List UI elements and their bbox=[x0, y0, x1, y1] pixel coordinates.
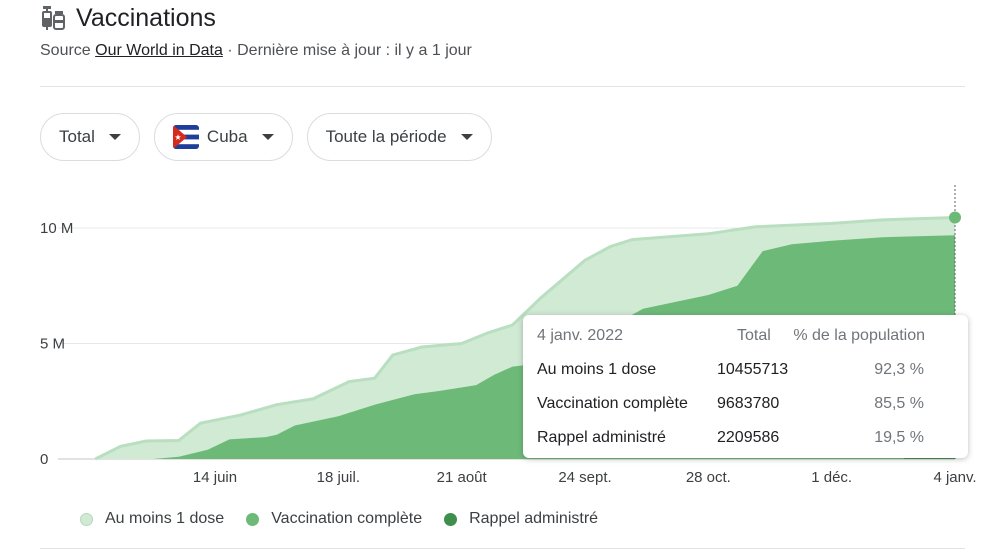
dropdown-arrow-icon bbox=[261, 134, 274, 140]
country-label: Cuba bbox=[206, 127, 248, 146]
legend-label: Vaccination complète bbox=[271, 510, 423, 527]
vaccine-icon bbox=[42, 6, 65, 30]
chart-legend: Au moins 1 dose Vaccination complète Rap… bbox=[80, 510, 598, 528]
dropdown-arrow-icon bbox=[108, 134, 121, 140]
x-tick-label: 28 oct. bbox=[686, 469, 731, 486]
chart-tooltip: 4 janv. 2022 Total % de la population Au… bbox=[523, 315, 968, 458]
metric-dropdown[interactable]: Total bbox=[40, 113, 140, 161]
hover-dot bbox=[949, 211, 961, 224]
legend-swatch bbox=[80, 512, 93, 526]
legend-item-booster[interactable]: Rappel administré bbox=[444, 510, 598, 528]
series-line-first-dose bbox=[94, 216, 956, 461]
tooltip-row-label: Vaccination complète bbox=[537, 395, 688, 412]
tooltip-row: Au moins 1 dose 10455713 92,3 % bbox=[537, 361, 954, 383]
x-tick-label: 1 déc. bbox=[811, 469, 852, 486]
tooltip-row: Rappel administré 2209586 19,5 % bbox=[537, 429, 954, 451]
tooltip-row-label: Rappel administré bbox=[537, 429, 666, 446]
source-prefix: Source bbox=[40, 42, 96, 59]
last-updated: · Dernière mise à jour : il y a 1 jour bbox=[222, 42, 472, 59]
tooltip-row-pct: 19,5 % bbox=[874, 429, 924, 446]
bottom-divider bbox=[40, 548, 965, 549]
y-tick-label: 5 M bbox=[40, 336, 65, 353]
period-label: Toute la période bbox=[325, 127, 447, 146]
x-tick-label: 24 sept. bbox=[558, 469, 611, 486]
period-dropdown[interactable]: Toute la période bbox=[306, 113, 492, 161]
x-tick-label: 4 janv. bbox=[933, 469, 976, 486]
tooltip-col-total: Total bbox=[737, 327, 771, 344]
page-title: Vaccinations bbox=[76, 3, 216, 32]
dropdown-arrow-icon bbox=[460, 134, 473, 140]
source-line: Source Our World in Data · Dernière mise… bbox=[40, 42, 472, 60]
tooltip-row: Vaccination complète 9683780 85,5 % bbox=[537, 395, 954, 417]
metric-label: Total bbox=[59, 127, 95, 146]
header: Vaccinations bbox=[40, 2, 216, 34]
y-tick-label: 10 M bbox=[40, 220, 73, 237]
legend-swatch bbox=[246, 512, 260, 526]
tooltip-row-total: 2209586 bbox=[717, 429, 780, 446]
y-tick-label: 0 bbox=[40, 451, 48, 468]
source-link[interactable]: Our World in Data bbox=[95, 42, 223, 59]
legend-item-fully-vaccinated[interactable]: Vaccination complète bbox=[246, 510, 422, 528]
x-tick-label: 14 juin bbox=[193, 469, 237, 486]
tooltip-row-total: 9683780 bbox=[717, 395, 780, 412]
tooltip-row-pct: 92,3 % bbox=[874, 361, 924, 378]
legend-item-first-dose[interactable]: Au moins 1 dose bbox=[80, 510, 224, 528]
tooltip-row-pct: 85,5 % bbox=[874, 395, 924, 412]
filter-chips: Total Cuba Toute la période bbox=[40, 113, 492, 161]
cuba-flag-icon bbox=[172, 125, 199, 149]
x-tick-label: 18 juil. bbox=[317, 469, 360, 486]
legend-label: Au moins 1 dose bbox=[105, 510, 225, 527]
legend-label: Rappel administré bbox=[469, 510, 599, 527]
tooltip-row-label: Au moins 1 dose bbox=[537, 361, 657, 378]
tooltip-header: 4 janv. 2022 Total % de la population bbox=[537, 327, 954, 347]
divider bbox=[40, 86, 965, 87]
tooltip-row-total: 10455713 bbox=[717, 361, 789, 378]
legend-swatch bbox=[444, 512, 458, 526]
tooltip-col-pct: % de la population bbox=[793, 327, 925, 344]
x-tick-label: 21 août bbox=[437, 469, 488, 486]
tooltip-date: 4 janv. 2022 bbox=[537, 327, 623, 344]
country-dropdown[interactable]: Cuba bbox=[153, 113, 293, 161]
